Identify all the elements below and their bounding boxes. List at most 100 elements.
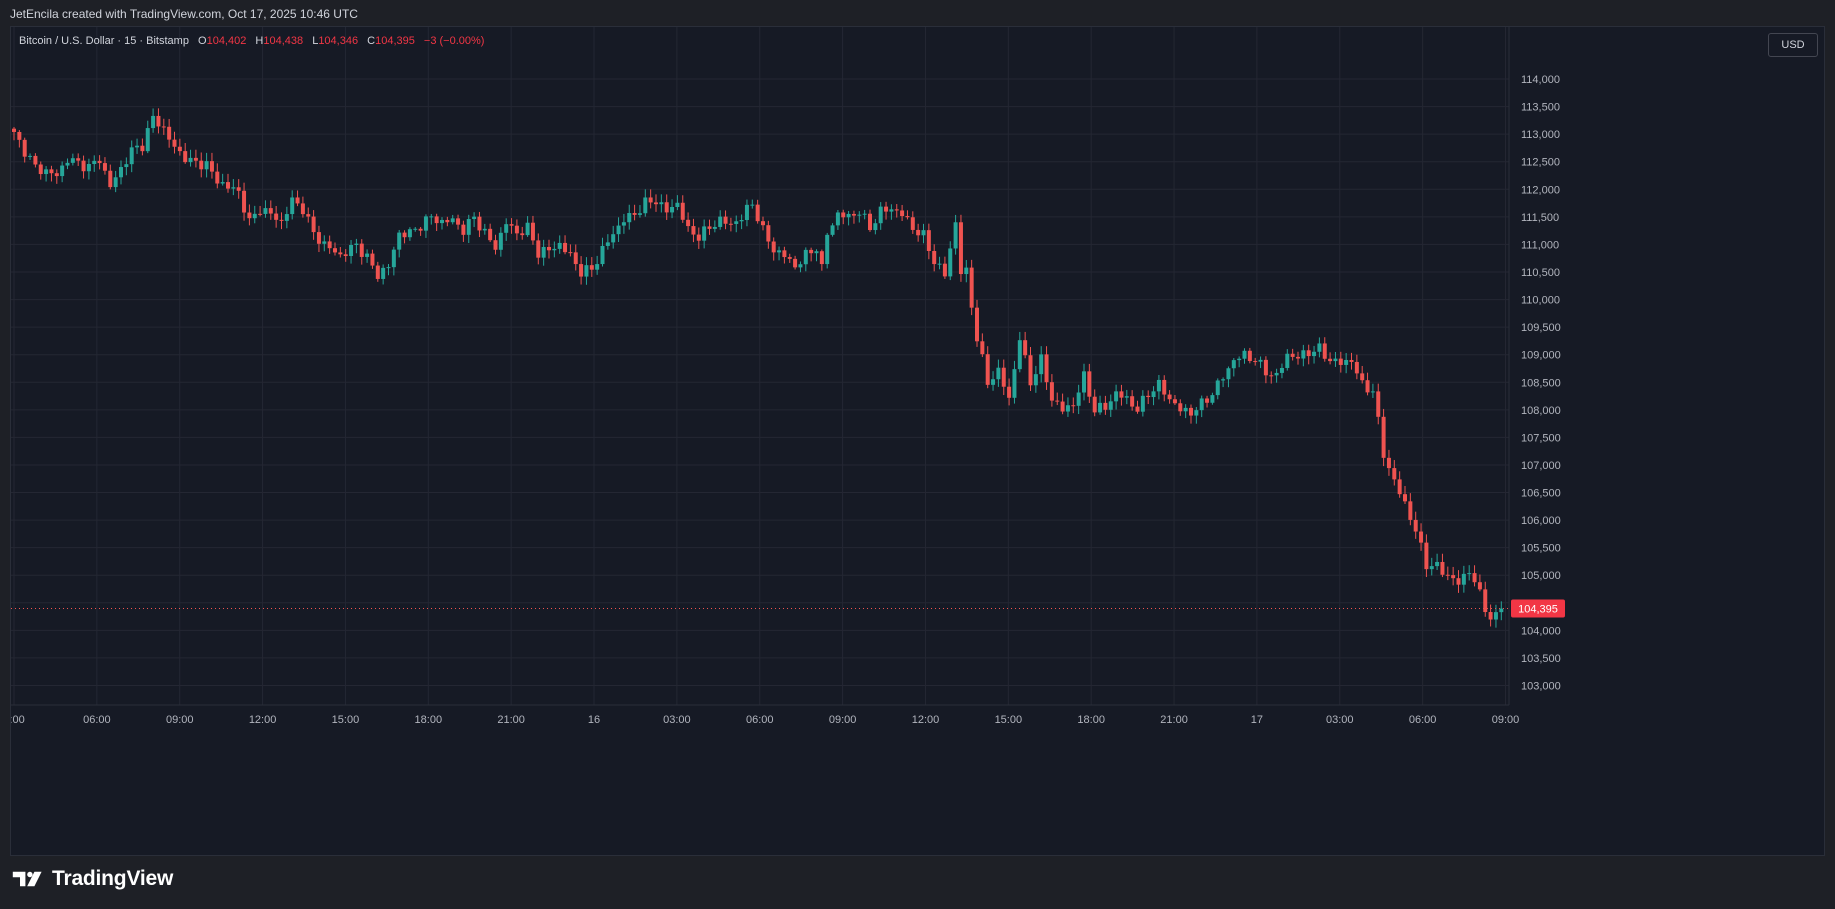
- candle: [456, 214, 461, 230]
- price-chart[interactable]: 103,000103,500104,000104,500105,000105,5…: [11, 27, 1824, 855]
- candle-body: [359, 243, 364, 257]
- candle: [1012, 360, 1017, 404]
- candle-body: [12, 128, 16, 132]
- candle-body: [375, 265, 380, 279]
- chart-panel[interactable]: 103,000103,500104,000104,500105,000105,5…: [10, 26, 1825, 856]
- candle: [1023, 331, 1028, 359]
- candle: [450, 214, 455, 225]
- candle: [1306, 344, 1311, 365]
- candle-body: [231, 187, 236, 189]
- candle: [397, 229, 402, 258]
- candle: [948, 241, 953, 281]
- candle: [1424, 534, 1429, 578]
- candle: [509, 218, 514, 234]
- tradingview-brand[interactable]: TradingView: [12, 867, 173, 890]
- candle-body: [1103, 402, 1108, 410]
- candle-body: [884, 206, 889, 212]
- candle: [365, 249, 370, 263]
- candle-body: [910, 217, 915, 230]
- close-value: 104,395: [375, 35, 415, 47]
- candle: [547, 239, 551, 259]
- last-price-badge: [1511, 599, 1565, 618]
- candle-body: [1178, 403, 1183, 412]
- candle: [1087, 363, 1092, 403]
- candle: [937, 256, 942, 270]
- candle-body: [809, 249, 814, 254]
- candle-body: [841, 212, 846, 218]
- candle-body: [54, 173, 59, 177]
- candle-body: [1386, 457, 1391, 469]
- candle-body: [616, 225, 621, 235]
- candle: [750, 199, 755, 209]
- candle-body: [252, 213, 257, 219]
- candle-body: [450, 218, 455, 223]
- candle: [1082, 363, 1086, 401]
- candle: [70, 153, 75, 166]
- candle-body: [766, 225, 771, 242]
- candle: [1242, 348, 1247, 364]
- candle-body: [798, 264, 803, 268]
- candle-body: [659, 202, 664, 205]
- candle: [1167, 390, 1172, 404]
- candle-body: [1493, 612, 1498, 620]
- candle-body: [868, 213, 872, 231]
- candle-body: [300, 203, 305, 215]
- candle-body: [193, 157, 198, 161]
- candle-body: [338, 252, 343, 255]
- candle: [300, 196, 305, 218]
- candle-body: [1370, 391, 1375, 393]
- candle-body: [60, 165, 65, 177]
- candle-body: [1445, 574, 1450, 576]
- candle-body: [1012, 369, 1017, 398]
- candle-body: [1237, 358, 1242, 361]
- candle: [242, 182, 247, 221]
- candle: [49, 165, 54, 182]
- candle-body: [1028, 355, 1033, 386]
- x-tick-label: 09:00: [829, 714, 857, 726]
- candle-body: [664, 202, 669, 213]
- candle: [1146, 390, 1151, 405]
- candle: [236, 179, 241, 199]
- candle-body: [627, 213, 632, 223]
- candle-body: [1087, 371, 1092, 397]
- grid-lines: [11, 27, 1509, 705]
- candle: [477, 211, 482, 238]
- candle-body: [755, 204, 760, 222]
- x-tick-label: 06:00: [83, 714, 111, 726]
- candle-body: [873, 223, 878, 231]
- candle: [921, 223, 926, 244]
- candle-body: [343, 254, 348, 257]
- x-tick-label: 15:00: [332, 714, 360, 726]
- candle-body: [1360, 373, 1365, 381]
- candle: [1210, 392, 1215, 405]
- x-tick-label: 12:00: [249, 714, 277, 726]
- low-label: L: [312, 35, 319, 47]
- candle-body: [1381, 416, 1386, 458]
- y-tick-label: 105,500: [1521, 543, 1561, 555]
- candle: [595, 255, 600, 275]
- candle-body: [1397, 479, 1402, 495]
- y-tick-label: 108,500: [1521, 377, 1561, 389]
- candle: [707, 219, 712, 235]
- candle-body: [1344, 359, 1349, 365]
- candle-body: [1167, 394, 1172, 400]
- candle: [1269, 371, 1274, 384]
- candle-body: [1231, 360, 1236, 369]
- candle-body: [846, 213, 851, 218]
- x-tick-label: 17: [1251, 714, 1263, 726]
- candle-body: [86, 164, 91, 172]
- candle-body: [734, 221, 739, 224]
- candle: [771, 237, 776, 261]
- candle-body: [97, 160, 102, 164]
- candle-body: [407, 229, 412, 238]
- candle: [386, 263, 391, 276]
- candle: [980, 333, 985, 358]
- candle-body: [1071, 405, 1076, 407]
- candle: [1076, 384, 1081, 415]
- candle-body: [1429, 566, 1434, 570]
- candle: [916, 223, 921, 242]
- candle-body: [423, 216, 428, 231]
- currency-button[interactable]: USD: [1768, 33, 1818, 57]
- candle-body: [349, 244, 354, 257]
- candle-body: [391, 249, 396, 268]
